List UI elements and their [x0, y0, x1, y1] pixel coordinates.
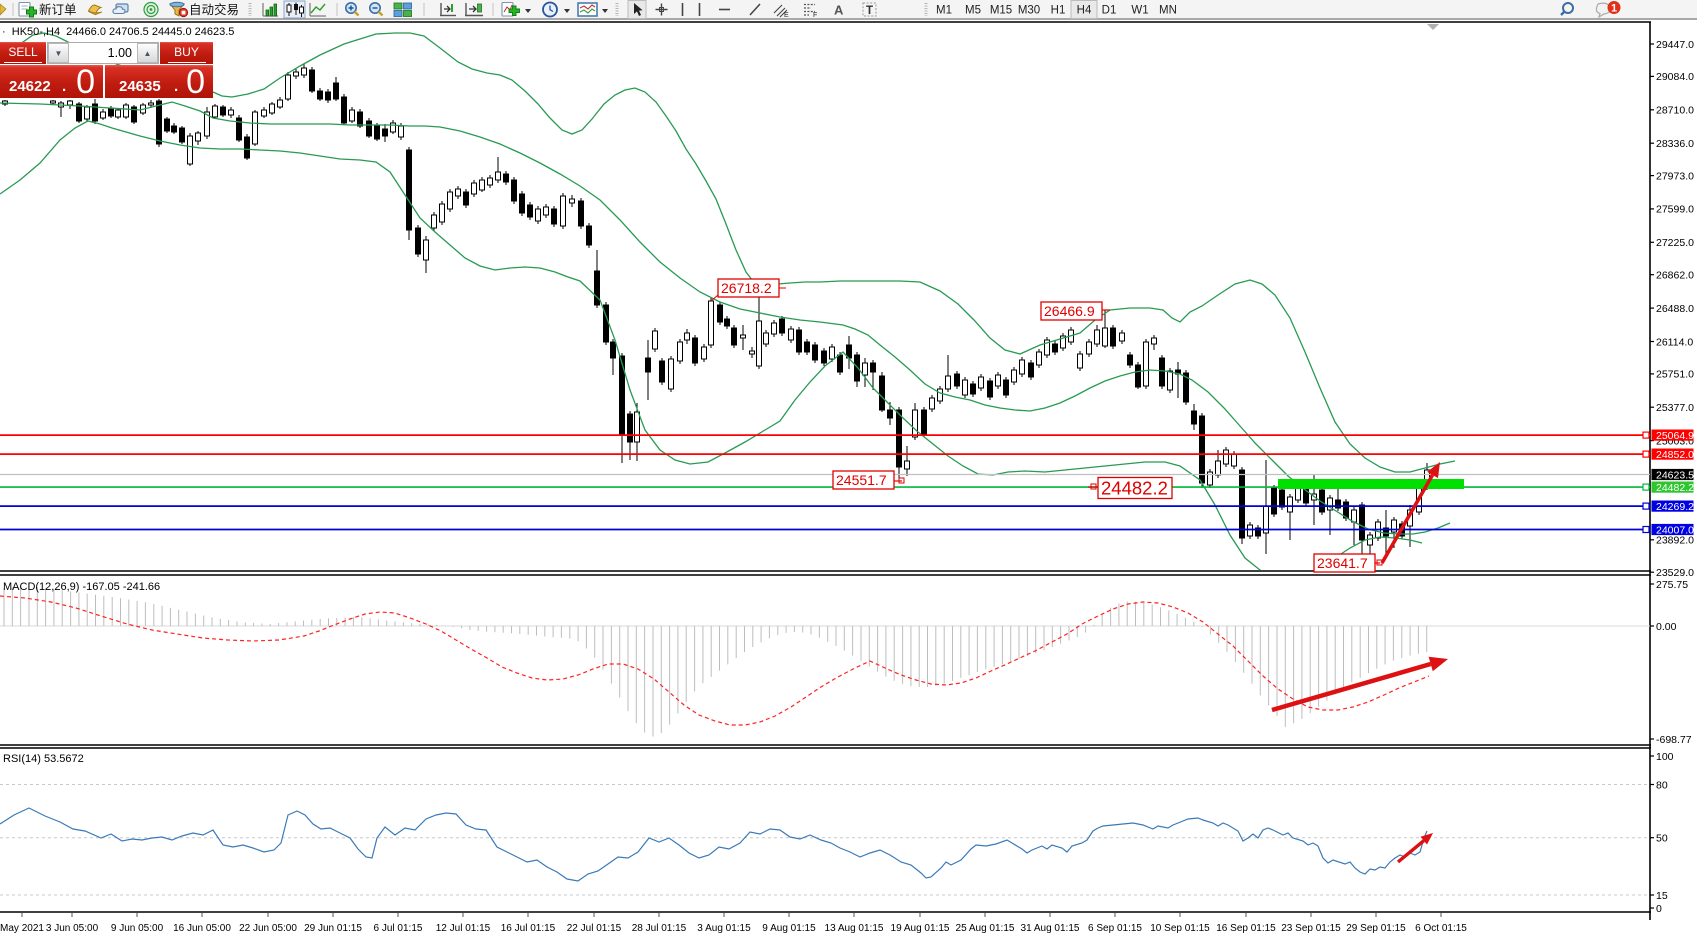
svg-text:3 Aug 01:15: 3 Aug 01:15	[697, 923, 751, 934]
svg-text:26466.9: 26466.9	[1044, 303, 1095, 319]
svg-text:24551.7: 24551.7	[836, 472, 887, 488]
svg-text:23 Sep 01:15: 23 Sep 01:15	[1281, 923, 1341, 934]
svg-text:31 Aug 01:15: 31 Aug 01:15	[1021, 923, 1080, 934]
svg-text:23641.7: 23641.7	[1317, 555, 1368, 571]
svg-text:24623.5: 24623.5	[1656, 469, 1694, 481]
svg-text:25751.0: 25751.0	[1656, 369, 1694, 381]
svg-text:26114.0: 26114.0	[1656, 336, 1693, 348]
svg-text:T: T	[866, 5, 873, 17]
svg-text:H1: H1	[1051, 5, 1066, 17]
svg-text:28710.0: 28710.0	[1656, 105, 1694, 117]
svg-text:F: F	[813, 12, 817, 19]
svg-text:13 Aug 01:15: 13 Aug 01:15	[825, 923, 884, 934]
svg-text:25064.9: 25064.9	[1656, 430, 1694, 442]
svg-text:A: A	[834, 3, 844, 18]
svg-text:24269.2: 24269.2	[1656, 501, 1694, 513]
svg-text:28336.0: 28336.0	[1656, 138, 1694, 150]
svg-text:自动交易: 自动交易	[189, 2, 239, 17]
svg-text:16 Sep 01:15: 16 Sep 01:15	[1216, 923, 1276, 934]
svg-text:16 Jun 05:00: 16 Jun 05:00	[173, 923, 231, 934]
svg-text:-698.77: -698.77	[1656, 734, 1692, 746]
svg-text:27973.0: 27973.0	[1656, 170, 1694, 182]
svg-text:May 2021: May 2021	[0, 923, 44, 934]
svg-text:29447.0: 29447.0	[1656, 39, 1694, 51]
svg-text:275.75: 275.75	[1656, 579, 1688, 591]
svg-text:22 Jun 05:00: 22 Jun 05:00	[239, 923, 297, 934]
svg-text:10 Sep 01:15: 10 Sep 01:15	[1150, 923, 1210, 934]
svg-text:50: 50	[1656, 833, 1668, 845]
svg-text:12 Jul 01:15: 12 Jul 01:15	[436, 923, 491, 934]
svg-text:0: 0	[1656, 903, 1662, 915]
svg-text:15: 15	[1656, 890, 1668, 902]
svg-text:29 Jun 01:15: 29 Jun 01:15	[304, 923, 362, 934]
svg-text:19 Aug 01:15: 19 Aug 01:15	[891, 923, 950, 934]
svg-text:W1: W1	[1131, 5, 1148, 17]
svg-text:E: E	[784, 12, 789, 19]
svg-text:29 Sep 01:15: 29 Sep 01:15	[1346, 923, 1406, 934]
svg-text:27599.0: 27599.0	[1656, 204, 1694, 216]
svg-text:26862.0: 26862.0	[1656, 270, 1694, 282]
svg-text:M1: M1	[936, 5, 952, 17]
svg-text:22 Jul 01:15: 22 Jul 01:15	[567, 923, 622, 934]
svg-text:3 Jun 05:00: 3 Jun 05:00	[46, 923, 99, 934]
svg-text:24482.2: 24482.2	[1101, 478, 1168, 499]
svg-text:6 Sep 01:15: 6 Sep 01:15	[1088, 923, 1142, 934]
svg-text:24007.0: 24007.0	[1656, 524, 1694, 536]
svg-text:新订单: 新订单	[39, 2, 77, 17]
svg-text:H4: H4	[1077, 5, 1092, 17]
svg-text:24852.0: 24852.0	[1656, 449, 1694, 461]
svg-text:M15: M15	[990, 5, 1012, 17]
svg-text:1: 1	[1611, 3, 1617, 15]
svg-text:0.00: 0.00	[1656, 621, 1677, 633]
svg-text:6 Jul 01:15: 6 Jul 01:15	[374, 923, 423, 934]
svg-text:29084.0: 29084.0	[1656, 71, 1694, 83]
svg-text:23892.0: 23892.0	[1656, 535, 1694, 547]
svg-text:16 Jul 01:15: 16 Jul 01:15	[501, 923, 556, 934]
svg-text:9 Jun 05:00: 9 Jun 05:00	[111, 923, 164, 934]
svg-text:25 Aug 01:15: 25 Aug 01:15	[956, 923, 1015, 934]
svg-text:9 Aug 01:15: 9 Aug 01:15	[762, 923, 816, 934]
svg-text:MACD(12,26,9) -167.05 -241.66: MACD(12,26,9) -167.05 -241.66	[3, 581, 160, 593]
svg-text:M30: M30	[1018, 5, 1040, 17]
svg-text:26718.2: 26718.2	[721, 280, 772, 296]
svg-text:RSI(14) 53.5672: RSI(14) 53.5672	[3, 753, 84, 765]
svg-text:6 Oct 01:15: 6 Oct 01:15	[1415, 923, 1467, 934]
svg-text:MN: MN	[1159, 5, 1177, 17]
svg-text:24482.2: 24482.2	[1656, 482, 1694, 494]
svg-text:M5: M5	[965, 5, 981, 17]
svg-text:D1: D1	[1102, 5, 1117, 17]
svg-text:25377.0: 25377.0	[1656, 402, 1694, 414]
svg-text:80: 80	[1656, 779, 1668, 791]
svg-text:26488.0: 26488.0	[1656, 303, 1694, 315]
svg-text:28 Jul 01:15: 28 Jul 01:15	[632, 923, 687, 934]
svg-text:100: 100	[1656, 751, 1674, 763]
svg-text:27225.0: 27225.0	[1656, 237, 1694, 249]
svg-text:23529.0: 23529.0	[1656, 567, 1694, 579]
